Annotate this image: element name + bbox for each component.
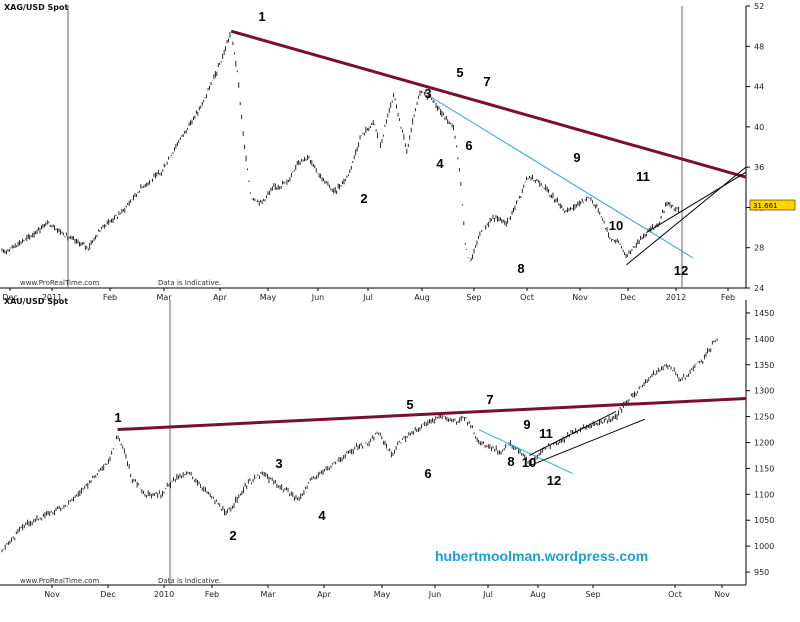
gold-y-tick-label: 1200 xyxy=(754,439,774,448)
gold-y-tick-label: 1050 xyxy=(754,516,774,525)
gold-y-tick-label: 1350 xyxy=(754,361,774,370)
silver-x-tick-label: Mar xyxy=(156,293,172,302)
gold-y-tick-label: 950 xyxy=(754,568,769,577)
gold-y-tick-label: 1150 xyxy=(754,464,774,473)
silver-wave-label: 3 xyxy=(424,86,431,101)
silver-price-bars xyxy=(1,31,680,262)
gold-x-tick-label: Jun xyxy=(428,590,442,599)
silver-last-price-box xyxy=(749,199,796,211)
gold-wave-label: 1 xyxy=(114,410,121,425)
silver-footer-note: Data is Indicative. xyxy=(158,279,221,287)
gold-wave-label: 2 xyxy=(229,528,236,543)
gold-wave-label: 9 xyxy=(523,417,530,432)
gold-wave-label: 11 xyxy=(539,426,553,441)
silver-channel-lower-line xyxy=(626,166,747,266)
gold-footer-site: www.ProRealTime.com xyxy=(20,577,99,585)
silver-y-tick-label: 24 xyxy=(754,284,764,293)
gold-channel-upper-line xyxy=(529,410,617,456)
gold-chart-title: XAU/USD Spot xyxy=(4,297,68,306)
gold-main-support-line xyxy=(117,396,747,432)
gold-wave-label: 4 xyxy=(318,508,326,523)
gold-x-tick-label: Oct xyxy=(668,590,682,599)
gold-wave-label: 12 xyxy=(547,473,561,488)
silver-x-tick-label: Feb xyxy=(103,293,117,302)
silver-last-price-label: 31.661 xyxy=(753,202,778,210)
gold-y-tick-label: 1100 xyxy=(754,490,774,499)
silver-wave-label: 8 xyxy=(517,261,524,276)
gold-x-tick-label: Jul xyxy=(482,590,493,599)
gold-y-tick-label: 1000 xyxy=(754,542,774,551)
gold-footer-note: Data is Indicative. xyxy=(158,577,221,585)
gold-wave-label: 6 xyxy=(424,466,431,481)
silver-wave-label: 4 xyxy=(436,156,444,171)
silver-x-tick-label: 2012 xyxy=(666,293,686,302)
silver-channel-upper-line xyxy=(646,171,747,234)
silver-y-tick-label: 52 xyxy=(754,2,764,11)
gold-x-tick-label: Sep xyxy=(585,590,600,599)
silver-fan-line-line xyxy=(430,96,694,259)
gold-price-bars xyxy=(1,338,718,553)
silver-wave-label: 11 xyxy=(636,169,650,184)
silver-wave-label: 2 xyxy=(360,191,367,206)
silver-main-resistance-line xyxy=(230,29,747,179)
silver-wave-label: 5 xyxy=(456,65,463,80)
gold-x-tick-label: Nov xyxy=(714,590,730,599)
gold-y-tick-label: 1300 xyxy=(754,387,774,396)
gold-x-tick-label: Mar xyxy=(260,590,276,599)
gold-x-tick-label: May xyxy=(374,590,391,599)
silver-y-tick-label: 28 xyxy=(754,244,764,253)
gold-y-tick-label: 1450 xyxy=(754,309,774,318)
silver-y-tick-label: 40 xyxy=(754,123,764,132)
silver-x-tick-label: Aug xyxy=(414,293,430,302)
silver-x-tick-label: Dec xyxy=(620,293,635,302)
silver-x-tick-label: Jun xyxy=(311,293,325,302)
silver-x-tick-label: Nov xyxy=(572,293,588,302)
silver-wave-label: 6 xyxy=(465,138,472,153)
silver-x-tick-label: May xyxy=(260,293,277,302)
gold-wave-label: 10 xyxy=(522,455,536,470)
silver-x-tick-label: Feb xyxy=(721,293,735,302)
silver-x-tick-label: Jul xyxy=(362,293,373,302)
silver-chart-title: XAG/USD Spot xyxy=(4,3,69,12)
gold-wave-label: 5 xyxy=(406,397,413,412)
gold-x-tick-label: Dec xyxy=(100,590,115,599)
silver-wave-label: 9 xyxy=(573,150,580,165)
silver-y-tick-label: 36 xyxy=(754,163,764,172)
silver-x-tick-label: Sep xyxy=(466,293,481,302)
silver-wave-label: 10 xyxy=(609,218,623,233)
silver-wave-label: 12 xyxy=(674,263,688,278)
silver-wave-label: 7 xyxy=(483,74,490,89)
gold-x-tick-label: Aug xyxy=(530,590,546,599)
gold-wave-label: 7 xyxy=(486,392,493,407)
gold-x-tick-label: Feb xyxy=(205,590,219,599)
silver-y-tick-label: 48 xyxy=(754,42,764,51)
gold-wave-label: 3 xyxy=(275,456,282,471)
gold-fan-line-line xyxy=(478,429,573,475)
silver-x-tick-label: Dec xyxy=(2,293,17,302)
gold-y-tick-label: 1400 xyxy=(754,335,774,344)
watermark-text: hubertmoolman.wordpress.com xyxy=(435,548,648,564)
silver-wave-label: 1 xyxy=(258,9,265,24)
silver-y-tick-label: 44 xyxy=(754,83,764,92)
gold-wave-label: 8 xyxy=(507,454,514,469)
gold-y-tick-label: 1250 xyxy=(754,413,774,422)
gold-x-tick-label: Apr xyxy=(317,590,332,599)
gold-x-tick-label: Nov xyxy=(44,590,60,599)
silver-x-tick-label: 2011 xyxy=(42,293,62,302)
gold-channel-lower-line xyxy=(529,418,646,467)
gold-x-tick-label: 2010 xyxy=(154,590,174,599)
silver-x-tick-label: Oct xyxy=(520,293,534,302)
silver-x-tick-label: Apr xyxy=(213,293,228,302)
silver-footer-site: www.ProRealTime.com xyxy=(20,279,99,287)
